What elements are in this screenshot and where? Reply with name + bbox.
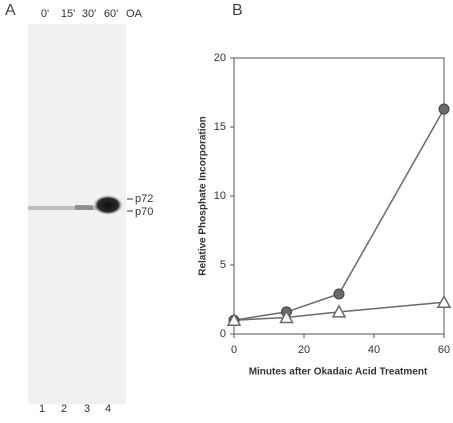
triangle-marker xyxy=(436,294,452,309)
lane-header: 0' xyxy=(41,8,49,20)
x-tick-label: 20 xyxy=(298,344,310,356)
lane-header: 15' xyxy=(61,8,75,20)
band-lane3 xyxy=(75,205,93,210)
lane-header: 60' xyxy=(104,8,118,20)
y-tick-label: 10 xyxy=(214,190,226,202)
band-label: p72 xyxy=(135,193,153,205)
y-tick-label: 15 xyxy=(214,121,226,133)
lane-number: 1 xyxy=(39,403,45,415)
x-tick-label: 40 xyxy=(368,344,380,356)
y-tick-label: 0 xyxy=(220,328,226,340)
x-tick-label: 60 xyxy=(438,344,450,356)
circle-marker xyxy=(438,103,450,115)
x-axis-label: Minutes after Okadaic Acid Treatment xyxy=(249,367,428,378)
y-tick-label: 5 xyxy=(220,259,226,271)
lane-number: 4 xyxy=(105,403,111,415)
panel-label: A xyxy=(5,2,16,19)
lane-header: OA xyxy=(126,8,143,20)
band-lane4 xyxy=(93,195,123,215)
triangle-marker xyxy=(226,312,242,326)
band-faint xyxy=(28,206,98,210)
triangle-marker xyxy=(279,309,294,324)
circle-marker xyxy=(333,288,345,300)
y-axis-label: Relative Phosphate Incorporation xyxy=(198,116,209,275)
x-tick-label: 0 xyxy=(231,344,237,356)
panel-label: B xyxy=(232,2,243,19)
lane-header: 30' xyxy=(82,8,96,20)
band-label: p70 xyxy=(135,206,153,218)
lane-number: 3 xyxy=(84,403,90,415)
y-tick-label: 20 xyxy=(214,52,226,64)
lane-number: 2 xyxy=(61,403,67,415)
series-line xyxy=(233,301,445,321)
series-line xyxy=(233,108,445,321)
triangle-marker xyxy=(331,304,347,318)
